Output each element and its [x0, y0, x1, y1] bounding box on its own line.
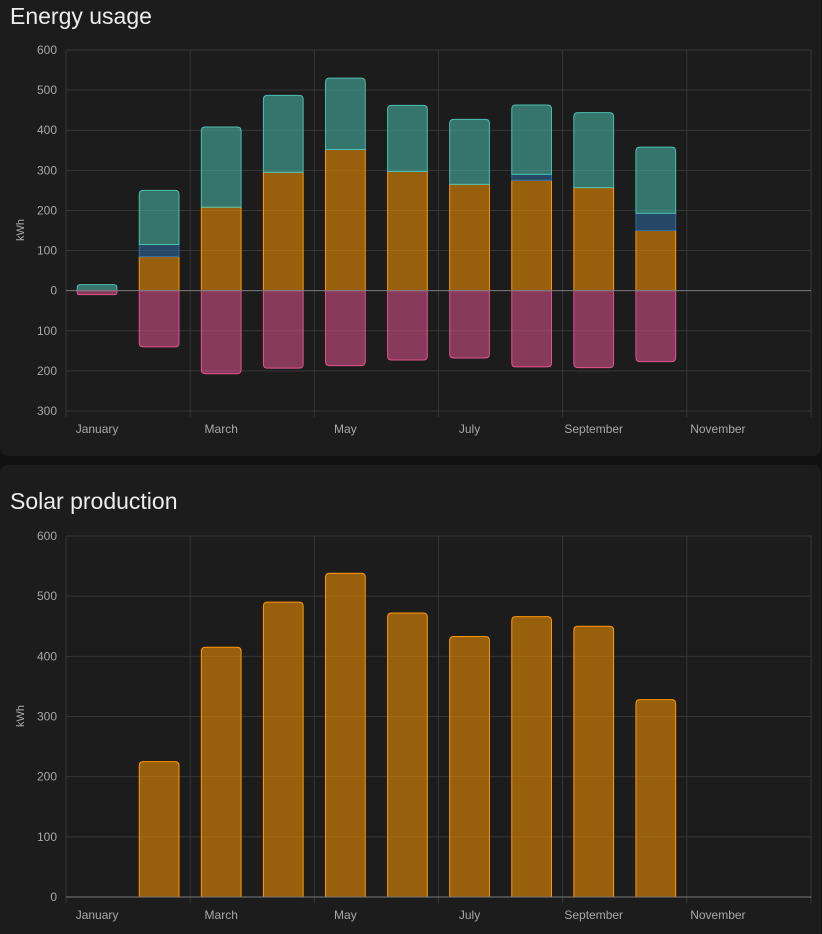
bar-june-series-2[interactable] [387, 104, 428, 173]
bar-february-series-2[interactable] [138, 189, 180, 246]
y-tick-label: 200 [37, 203, 57, 217]
energy-usage-title: Energy usage [10, 3, 152, 29]
bar-april-series-2[interactable] [262, 94, 304, 173]
x-tick-label: March [205, 908, 238, 922]
bar-february-series-0[interactable] [138, 761, 180, 898]
bar-august-series-0[interactable] [511, 616, 552, 898]
bar-may-series-3[interactable] [325, 290, 366, 367]
bar-september-series-0[interactable] [573, 625, 615, 898]
bar-february-series-1[interactable] [138, 244, 180, 258]
bar-october-series-3[interactable] [635, 290, 677, 363]
bar-september-series-2[interactable] [573, 112, 615, 189]
x-tick-label: July [459, 422, 480, 436]
y-tick-label: 200 [37, 770, 57, 784]
y-axis-title: kWh [15, 705, 27, 727]
y-tick-label: 600 [37, 43, 57, 57]
y-tick-label: 200 [37, 364, 57, 378]
bar-june-series-0[interactable] [387, 171, 428, 292]
x-tick-label: November [690, 422, 745, 436]
x-tick-label: September [564, 422, 623, 436]
y-tick-label: 300 [37, 710, 57, 724]
bar-february-series-3[interactable] [138, 290, 180, 348]
bar-october-series-0[interactable] [635, 699, 677, 898]
bar-february-series-0[interactable] [138, 256, 180, 292]
y-tick-label: 100 [37, 830, 57, 844]
solar-production-title: Solar production [10, 488, 178, 514]
bar-may-series-0[interactable] [325, 572, 366, 898]
y-tick-label: 0 [50, 284, 57, 298]
y-tick-label: 500 [37, 83, 57, 97]
bar-september-series-3[interactable] [573, 290, 615, 369]
energy-usage-card: Energy usage 600 500 400 300 200 100 0 100 200 30… [0, 0, 821, 456]
bar-may-series-0[interactable] [325, 148, 366, 292]
x-tick-label: May [334, 908, 357, 922]
y-tick-label: 500 [37, 589, 57, 603]
bar-september-series-0[interactable] [573, 187, 615, 292]
solar-production-chart[interactable]: 600 500 400 300 200 100 0 kWh January March May Jul… [0, 465, 821, 934]
bar-july-series-0[interactable] [449, 183, 490, 292]
y-tick-label: 600 [37, 529, 57, 543]
bar-march-series-0[interactable] [200, 206, 242, 292]
y-tick-label: 100 [37, 324, 57, 338]
x-tick-label: November [690, 908, 745, 922]
x-tick-label: September [564, 908, 623, 922]
energy-usage-chart[interactable]: 600 500 400 300 200 100 0 100 200 300 kWh January Ma… [0, 0, 821, 456]
x-tick-label: January [76, 908, 119, 922]
bar-october-series-2[interactable] [635, 146, 677, 214]
bar-october-series-1[interactable] [635, 212, 677, 231]
bar-march-series-2[interactable] [200, 126, 242, 208]
bar-october-series-0[interactable] [635, 230, 677, 292]
bar-january-series-3[interactable] [76, 290, 118, 296]
y-tick-label: 100 [37, 244, 57, 258]
bar-june-series-3[interactable] [387, 290, 428, 361]
x-tick-label: July [459, 908, 480, 922]
bar-april-series-0[interactable] [262, 601, 304, 898]
y-tick-label: 0 [50, 890, 57, 904]
y-axis-title: kWh [15, 219, 27, 241]
bar-march-series-0[interactable] [200, 646, 242, 898]
bar-may-series-2[interactable] [325, 77, 366, 150]
bar-august-series-1[interactable] [511, 173, 552, 181]
bar-august-series-2[interactable] [511, 104, 552, 175]
solar-production-card: Solar production 600 500 400 300 200 100 0 kWh J… [0, 465, 821, 934]
x-tick-label: March [205, 422, 238, 436]
y-tick-label: 400 [37, 123, 57, 137]
bar-august-series-0[interactable] [511, 179, 552, 292]
bar-april-series-0[interactable] [262, 171, 304, 292]
y-tick-label: 300 [37, 163, 57, 177]
x-tick-label: January [76, 422, 119, 436]
bar-april-series-3[interactable] [262, 290, 304, 369]
bar-july-series-2[interactable] [449, 118, 490, 185]
bar-july-series-3[interactable] [449, 290, 490, 359]
bar-june-series-0[interactable] [387, 612, 428, 898]
bar-august-series-3[interactable] [511, 290, 552, 368]
y-tick-label: 400 [37, 649, 57, 663]
bar-january-series-2[interactable] [76, 284, 118, 292]
x-tick-label: May [334, 422, 357, 436]
y-tick-label: 300 [37, 404, 57, 418]
bar-march-series-3[interactable] [200, 290, 242, 375]
bar-july-series-0[interactable] [449, 635, 490, 898]
